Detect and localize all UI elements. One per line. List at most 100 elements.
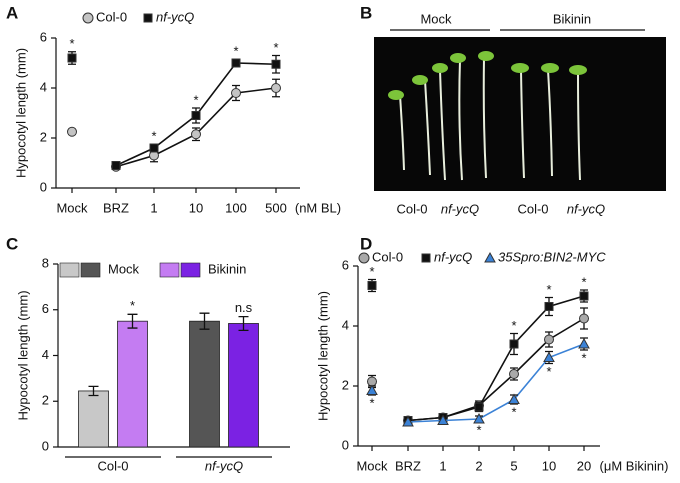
photo-label: nf-ycQ [567,201,605,216]
legend-swatch [59,262,80,278]
x-tick-label: BRZ [395,458,421,473]
significance: * [233,44,238,59]
x-tick-label: Mock [356,458,388,473]
panel-letter: A [6,3,18,22]
marker [367,281,377,290]
photo-panel: B Mock Bikinin [360,3,666,191]
bar [117,320,148,448]
x-tick-label: 20 [577,458,591,473]
series: * * * * * [67,36,281,170]
x-tick-label: 2 [475,458,482,473]
marker [149,143,159,153]
significance: * [581,350,586,365]
legend-swatch [180,262,201,278]
marker [191,111,201,120]
marker [509,339,519,349]
group-label: Bikinin [553,11,591,26]
marker [543,351,555,362]
legend-swatch [80,262,101,278]
marker [579,313,589,324]
x-tick-label: 1 [150,200,157,215]
marker [366,384,378,395]
line [407,343,585,423]
marker [437,414,449,425]
marker [474,402,484,412]
significance: * [151,129,156,144]
x-tick-label: Mock [56,200,88,215]
legend-label: Col-0 [96,9,127,24]
x-tick-label: 100 [225,200,247,215]
photo-label: Col-0 [396,201,427,216]
photo [374,37,666,191]
marker [578,337,590,349]
marker [509,369,519,379]
photo-label: nf-ycQ [441,201,479,216]
y-axis-label: Hypocotyl length (mm) [15,290,30,420]
marker [402,415,414,427]
y-tick-label: 2 [42,393,49,408]
legend-marker [82,12,94,24]
bar [189,320,220,448]
x-tick-label: 10 [189,200,203,215]
x-tick-label: 1 [439,458,446,473]
legend-label: Mock [108,261,140,276]
x-tick-label: 10 [542,458,556,473]
x-axis-label: (μM Bikinin) [600,458,669,473]
marker [544,302,554,311]
marker [111,161,121,170]
x-axis-label: (nM BL) [295,200,341,215]
y-tick-label: 6 [342,257,349,272]
legend-label: nf-ycQ [156,9,194,24]
x-tick-label: nf-ycQ [205,458,243,473]
legend-label: Bikinin [208,261,246,276]
y-tick-label: 6 [42,301,49,316]
y-tick-label: 2 [40,129,47,144]
y-tick-label: 4 [42,347,49,362]
marker [231,58,241,68]
line [407,317,585,422]
error-bar [127,313,138,329]
legend-marker [358,252,370,264]
y-axis-label: Hypocotyl length (mm) [13,48,28,178]
significance: * [69,36,74,51]
legend-swatch [159,262,180,278]
error-bar [238,315,249,331]
photo-label: Col-0 [517,201,548,216]
significance: * [511,318,516,333]
bar [78,390,109,448]
panel-letter: C [6,234,18,253]
legend-label: nf-ycQ [434,249,472,264]
significance: * [369,264,374,279]
significance: * [511,404,516,419]
y-tick-label: 4 [342,317,349,332]
marker [508,393,520,404]
error-bar [199,312,210,330]
marker [473,412,485,424]
y-tick-label: 0 [42,438,49,453]
significance: * [273,40,278,55]
significance: * [546,282,551,297]
marker [231,88,241,98]
marker [67,126,77,137]
marker [67,53,77,63]
y-tick-label: 2 [342,377,349,392]
panel-letter: D [360,234,372,253]
y-tick-label: 0 [342,437,349,452]
y-tick-label: 4 [40,79,47,94]
significance: * [193,92,198,107]
marker [271,59,281,69]
y-tick-label: 8 [42,255,49,270]
y-axis-label: Hypocotyl length (mm) [315,291,330,421]
significance: * [476,422,481,437]
cotyledons [388,51,587,100]
marker [544,334,554,345]
error-bar [88,385,99,397]
line [407,295,585,422]
seedlings [399,57,581,181]
x-tick-label: 5 [510,458,517,473]
legend-marker [484,251,496,263]
y-tick-label: 6 [40,29,47,44]
marker [271,83,281,93]
